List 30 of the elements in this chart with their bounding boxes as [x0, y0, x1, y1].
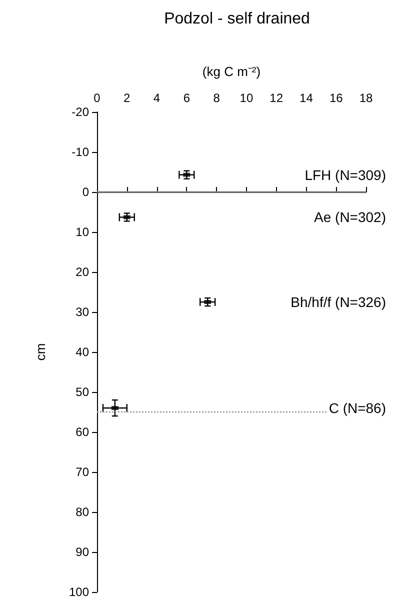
x-tick-label: 0: [94, 91, 101, 105]
chart-title: Podzol - self drained: [164, 10, 310, 28]
x-tick-label: 16: [329, 91, 344, 105]
y-tick-label: 60: [76, 425, 90, 439]
x-tick-label: 12: [270, 91, 284, 105]
x-tick-label: 6: [183, 91, 190, 105]
y-tick-label: -20: [72, 105, 90, 119]
y-tick-label: -10: [72, 145, 90, 159]
text: C (N=86): [328, 400, 386, 416]
y-tick-label: 30: [76, 305, 90, 319]
x-axis-title: (kg C m⁻²): [202, 64, 261, 79]
y-tick-label: 100: [68, 585, 90, 599]
y-tick-label: 70: [76, 465, 90, 479]
y-tick-label: 40: [76, 345, 90, 359]
text: Ae (N=302): [314, 209, 386, 226]
y-tick-label: 90: [76, 545, 90, 559]
text: Bh/hf/f (N=326): [290, 294, 386, 310]
y-tick-label: 50: [76, 385, 90, 399]
x-tick-label: 10: [240, 91, 254, 105]
x-tick-label: 4: [153, 91, 160, 105]
x-tick-label: 2: [124, 91, 131, 105]
x-tick-label: 8: [213, 91, 220, 105]
y-tick-label: 10: [76, 225, 90, 239]
y-axis-title: cm: [33, 343, 48, 361]
x-tick-label: 18: [359, 91, 373, 105]
y-tick-label: 80: [76, 505, 90, 519]
y-tick-label: 0: [82, 185, 90, 199]
x-tick-label: 14: [300, 91, 314, 105]
y-tick-label: 20: [76, 265, 90, 279]
text: LFH (N=309): [304, 166, 386, 183]
